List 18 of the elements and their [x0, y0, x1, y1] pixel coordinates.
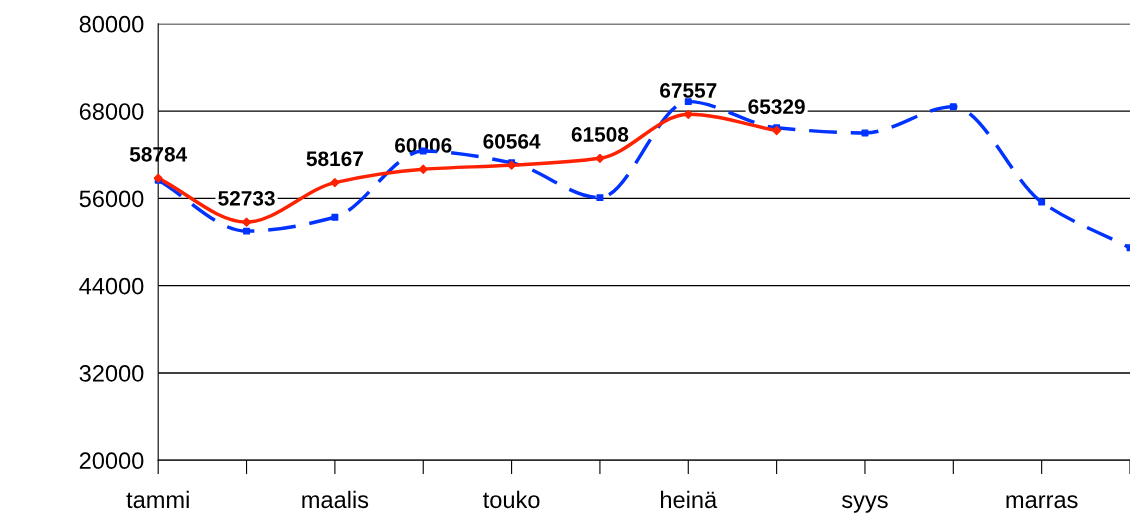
data-label: 58167 — [306, 151, 363, 167]
data-label: 52733 — [218, 190, 275, 206]
y-tick-label: 56000 — [79, 190, 144, 208]
x-tick-label: tammi — [126, 490, 189, 509]
y-tick-label: 20000 — [79, 452, 144, 470]
data-label: 61508 — [571, 127, 629, 142]
data-label: 65329 — [748, 99, 805, 115]
x-tick-label: maalis — [302, 490, 369, 509]
y-tick-label: 80000 — [79, 15, 144, 33]
y-tick-label: 32000 — [79, 365, 144, 382]
y-tick-label: 44000 — [79, 277, 144, 295]
x-tick-label: touko — [483, 490, 540, 509]
x-tick-label: heinä — [661, 490, 718, 509]
data-label: 60564 — [483, 133, 541, 149]
data-label: 67557 — [660, 83, 717, 98]
x-tick-label: marras — [1006, 495, 1078, 509]
x-tick-label: syys — [842, 495, 888, 513]
y-tick-label: 68000 — [79, 103, 144, 120]
